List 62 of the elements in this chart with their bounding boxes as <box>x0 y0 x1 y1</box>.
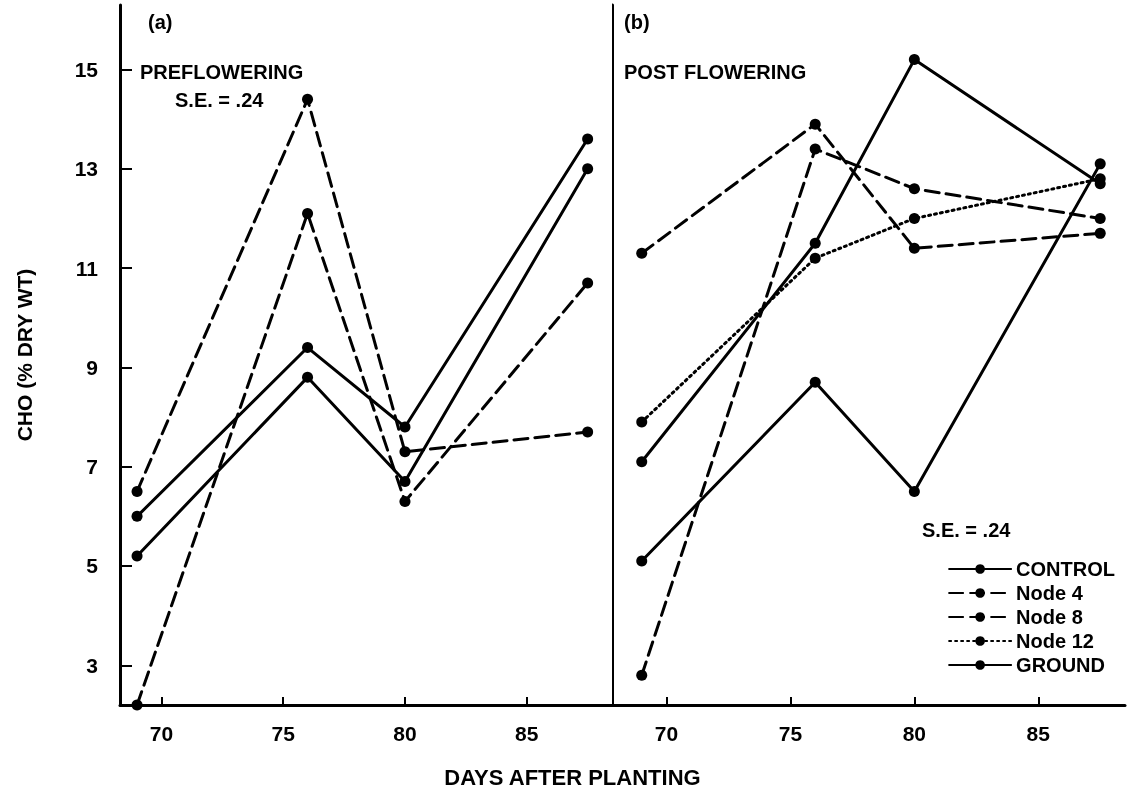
point <box>399 495 411 507</box>
y-tick-label: 11 <box>75 256 99 280</box>
point <box>636 456 648 468</box>
y-tick-label: 7 <box>86 455 98 479</box>
x-tick-label: 80 <box>393 722 417 745</box>
point <box>582 277 594 289</box>
point <box>636 416 648 428</box>
point <box>399 476 411 488</box>
y-tick-label: 13 <box>74 157 98 181</box>
point <box>809 237 821 249</box>
point <box>131 510 143 522</box>
point <box>302 93 314 105</box>
point <box>908 486 920 498</box>
legend-label: Node 4 <box>1016 582 1084 604</box>
point <box>908 183 920 195</box>
y-tick-label: 5 <box>86 554 99 578</box>
annotation: (b) <box>624 11 650 33</box>
point <box>582 426 594 438</box>
x-tick-label: 80 <box>902 722 927 745</box>
x-tick-label: 70 <box>149 722 174 745</box>
point <box>636 669 648 681</box>
point <box>399 446 411 458</box>
x-tick-label: 70 <box>654 722 679 745</box>
annotation: (a) <box>148 11 173 33</box>
y-axis-title: CHO (% DRY WT) <box>13 268 36 442</box>
point <box>809 143 821 155</box>
point <box>809 252 821 264</box>
y-tick-label: 9 <box>86 355 98 379</box>
y-tick-label: 3 <box>86 653 98 677</box>
point <box>302 342 314 354</box>
point <box>908 212 920 224</box>
point <box>131 486 143 498</box>
x-tick-label: 85 <box>1026 722 1051 745</box>
point <box>302 208 314 220</box>
point <box>1094 212 1106 224</box>
annotation: S.E. = .24 <box>922 519 1012 541</box>
point <box>636 247 648 259</box>
point <box>809 376 821 388</box>
point <box>636 555 648 567</box>
legend-label: Node 8 <box>1016 606 1083 628</box>
annotation: PREFLOWERING <box>140 61 304 83</box>
point <box>399 421 411 433</box>
point <box>131 699 143 711</box>
x-tick-label: 85 <box>515 722 539 745</box>
point <box>131 550 143 562</box>
x-tick-label: 75 <box>271 722 296 745</box>
annotation: POST FLOWERING <box>624 61 807 83</box>
point <box>1094 227 1106 239</box>
legend-label: CONTROL <box>1016 558 1116 580</box>
point <box>582 163 594 175</box>
point <box>809 118 821 130</box>
legend-label: GROUND <box>1016 654 1106 676</box>
annotation: S.E. = .24 <box>175 89 265 111</box>
y-tick-label: 15 <box>74 58 99 82</box>
x-tick-label: 75 <box>778 722 803 745</box>
point <box>1094 158 1106 170</box>
legend-label: Node 12 <box>1016 630 1094 652</box>
x-axis-title: DAYS AFTER PLANTING <box>443 765 702 791</box>
point <box>908 242 920 254</box>
point <box>908 54 920 66</box>
point <box>302 371 314 383</box>
point <box>582 133 594 145</box>
